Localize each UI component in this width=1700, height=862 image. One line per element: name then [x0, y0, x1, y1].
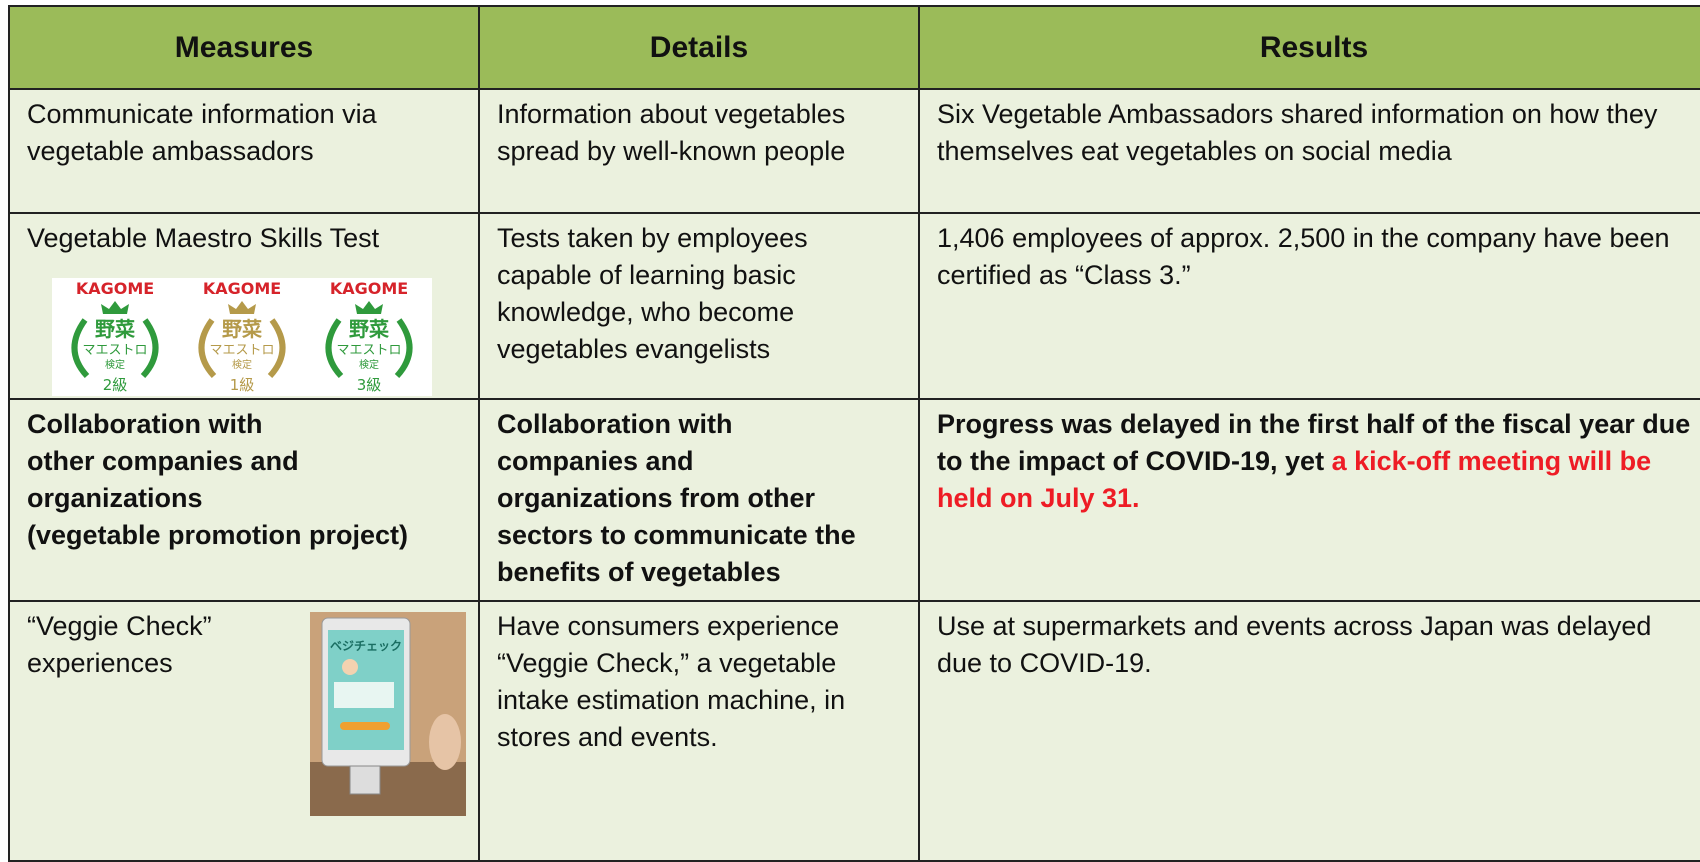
- measure-cell: Vegetable Maestro Skills Test KAGOME 野菜マエ…: [8, 212, 480, 400]
- badge-image: KAGOME野菜マエストロ検定2級KAGOME野菜マエストロ検定1級KAGOME…: [52, 278, 432, 396]
- row: Vegetable Maestro Skills Test KAGOME 野菜マエ…: [8, 212, 1700, 400]
- details-cell: Tests taken by employees capable of lear…: [478, 212, 920, 400]
- measures-table: Measures Details Results Communicate inf…: [8, 5, 1700, 862]
- badge-name: 野菜: [349, 317, 389, 341]
- text-line: organizations: [27, 483, 203, 513]
- text-line: sectors to communicate the: [497, 520, 856, 550]
- badge-name: 野菜: [222, 317, 262, 341]
- header-cell: Details: [478, 5, 920, 90]
- badge-brand: KAGOME: [203, 279, 281, 298]
- badge-test: 検定: [359, 358, 379, 371]
- screen-title: ベジチェック: [330, 639, 402, 653]
- veggie-check-photo: ベジチェック: [310, 612, 466, 816]
- results-text: Progress was delayed in the first half o…: [937, 409, 1691, 476]
- highlight-text: a kick-off meeting will be held on July …: [937, 446, 1652, 513]
- results-cell: Six Vegetable Ambassadors shared informa…: [918, 88, 1700, 214]
- badge-sub: マエストロ: [209, 343, 274, 358]
- text-line: Collaboration with: [497, 409, 733, 439]
- text-line: (vegetable promotion project): [27, 520, 409, 550]
- details-cell: Collaboration with companies and organiz…: [478, 398, 920, 602]
- text-line: benefits of vegetables: [497, 557, 781, 587]
- measure-cell: Communicate information via vegetable am…: [8, 88, 480, 214]
- measure-text: Vegetable Maestro Skills Test: [27, 223, 380, 253]
- badge-crown: [101, 301, 129, 314]
- badge-laurel: [198, 318, 286, 379]
- badge-sub: マエストロ: [336, 343, 401, 358]
- badge-name: 野菜: [95, 317, 135, 341]
- results-cell: 1,406 employees of approx. 2,500 in the …: [918, 212, 1700, 400]
- text-line: Collaboration with: [27, 409, 263, 439]
- badge-test: 検定: [105, 358, 125, 371]
- measure-cell: Collaboration with other companies and o…: [8, 398, 480, 602]
- details-cell: Information about vegetables spread by w…: [478, 88, 920, 214]
- badge-grade: 1級: [230, 376, 255, 394]
- header-row: Measures Details Results: [8, 5, 1700, 90]
- row: Collaboration with other companies and o…: [8, 398, 1700, 602]
- badge-crown: [228, 301, 256, 314]
- text-line: organizations from other: [497, 483, 816, 513]
- results-cell: Use at supermarkets and events across Ja…: [918, 600, 1700, 862]
- badge-brand: KAGOME: [330, 279, 408, 298]
- badge-brand: KAGOME: [76, 279, 154, 298]
- results-cell: Progress was delayed in the first half o…: [918, 398, 1700, 602]
- badge-laurel: [71, 318, 159, 379]
- badge-laurel: [325, 318, 413, 379]
- measure-text: “Veggie Check” experiences: [27, 611, 212, 678]
- text-line: other companies and: [27, 446, 299, 476]
- row: Communicate information via vegetable am…: [8, 88, 1700, 214]
- header-cell: Measures: [8, 5, 480, 90]
- badge-grade: 3級: [357, 376, 382, 394]
- details-cell: Have consumers experience “Veggie Check,…: [478, 600, 920, 862]
- row: “Veggie Check” experiences ベジチェック Have c…: [8, 600, 1700, 862]
- text-line: companies and: [497, 446, 694, 476]
- header-cell: Results: [918, 5, 1700, 90]
- badge-crown: [355, 301, 383, 314]
- badge-grade: 2級: [103, 376, 128, 394]
- badge-sub: マエストロ: [82, 343, 147, 358]
- badge-test: 検定: [232, 358, 252, 371]
- measure-cell: “Veggie Check” experiences ベジチェック: [8, 600, 480, 862]
